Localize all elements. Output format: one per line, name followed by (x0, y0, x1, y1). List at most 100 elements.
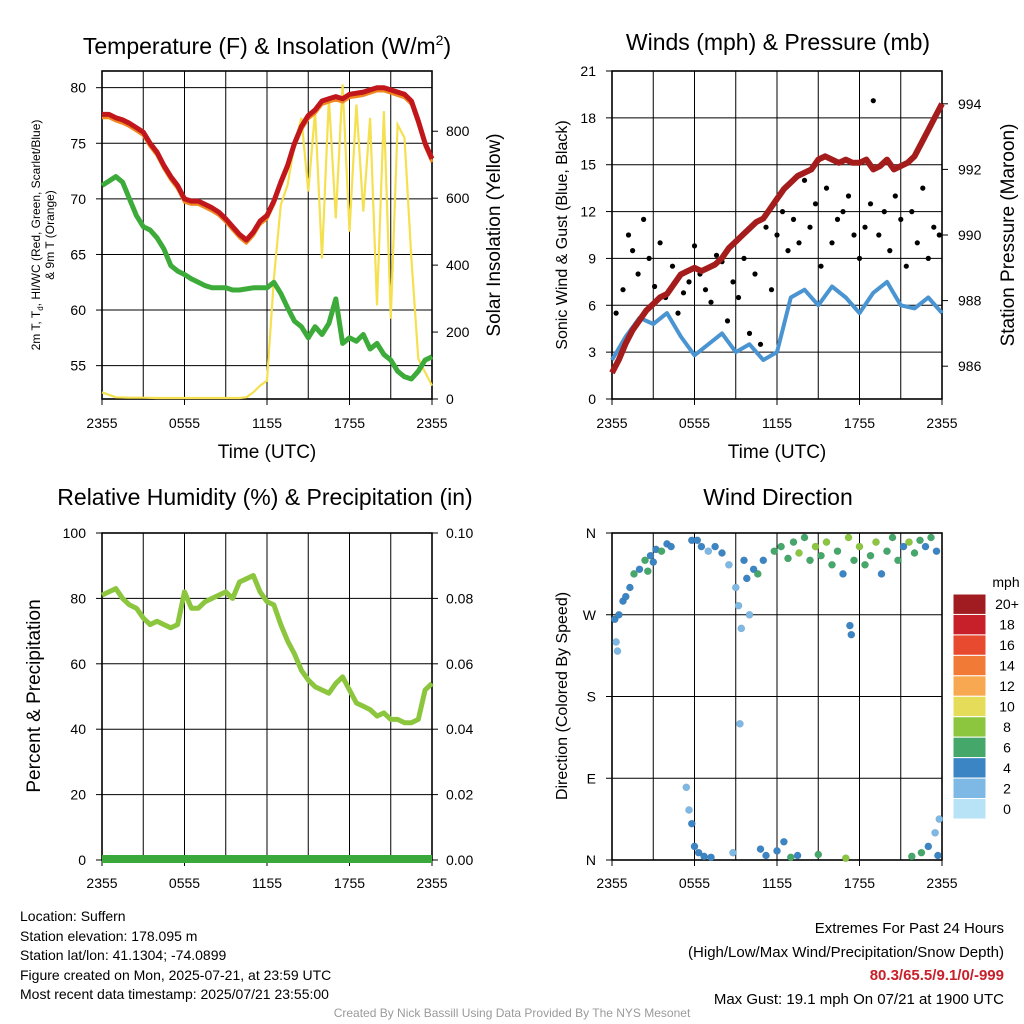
recent-timestamp: Most recent data timestamp: 2025/07/21 2… (20, 986, 329, 1002)
wind-direction-point (725, 560, 733, 569)
colorbar-label: 20+ (995, 596, 1019, 612)
colorbar-swatch (952, 593, 987, 615)
wind-direction-point (641, 556, 649, 565)
y-tick-label: 18 (580, 110, 596, 126)
y2-tick-label: 0.10 (446, 525, 473, 541)
gust-point (768, 287, 775, 293)
wind-direction-point (910, 549, 919, 557)
y2-tick-label: 0 (446, 391, 454, 407)
gust-point (625, 232, 632, 238)
colorbar-title: mph (992, 574, 1019, 590)
y2-tick-label: 800 (446, 123, 470, 139)
wind-direction-point (613, 647, 622, 655)
y-tick-label: 20 (70, 787, 86, 803)
wind-direction-point (935, 815, 944, 823)
colorbar-swatch (952, 613, 987, 636)
wind-direction-point (921, 542, 930, 551)
gust-point (796, 240, 802, 246)
x-tick-label: 1155 (252, 875, 282, 891)
gust-point (790, 216, 797, 222)
station-elevation: Station elevation: 178.095 m (20, 927, 198, 944)
gust-point (746, 330, 753, 336)
credit-line: Created By Nick Bassill Using Data Provi… (333, 1006, 691, 1020)
wind-direction-point (917, 848, 926, 857)
y2-tick-label: 990 (958, 227, 982, 243)
gust-point (752, 271, 758, 277)
wind-direction-point (833, 547, 842, 556)
gust-point (812, 201, 819, 207)
y2-tick-label: 986 (958, 358, 982, 374)
pressure-line (609, 102, 945, 375)
wind-direction-point (756, 845, 765, 853)
colorbar-label: 4 (1003, 760, 1011, 776)
wind-direction-point (850, 556, 858, 565)
gust-point (898, 216, 904, 222)
wind-direction-point (700, 852, 708, 861)
gust-point (807, 224, 813, 230)
wind-direction-point (630, 570, 638, 578)
wind-direction-point (643, 567, 652, 576)
gust-point (936, 232, 942, 238)
y-axis-label: Percent & Precipitation (24, 599, 45, 792)
wind-direction-point (734, 601, 743, 610)
gust-point (892, 193, 898, 199)
gust-point (702, 287, 709, 293)
wind-direction-point (817, 551, 825, 560)
wind-direction-point (777, 542, 785, 551)
wind-direction-point (731, 583, 740, 592)
extremes-heading: Extremes For Past 24 Hours (814, 920, 1004, 937)
gust-point (881, 209, 887, 215)
y2-tick-label: 988 (958, 293, 982, 309)
wind-direction-point (795, 549, 803, 557)
wind-direction-point (773, 847, 781, 855)
wind-direction-point (753, 570, 762, 578)
gust-point (646, 255, 652, 261)
extremes-values: 80.3/65.5/9.1/0/-999 (869, 967, 1004, 984)
wind-direction-point (759, 556, 768, 565)
station-info: Location: Suffern Station elevation: 178… (20, 907, 331, 1005)
gust-point (862, 224, 868, 230)
gust-point (785, 248, 791, 254)
ylabel-subscript: d (36, 306, 45, 310)
x-tick-label: 0555 (169, 875, 200, 891)
x-tick-label: 0555 (679, 415, 710, 431)
colorbar-label: 6 (1003, 739, 1011, 755)
temperature-line (102, 85, 435, 243)
gust-point (870, 98, 876, 104)
wind-direction-point (822, 538, 831, 546)
x-tick-label: 1755 (844, 415, 875, 431)
y2-tick-label: 400 (446, 257, 470, 273)
x-tick-label: 0555 (169, 415, 200, 431)
panel-title: Relative Humidity (%) & Precipitation (i… (57, 484, 472, 510)
x-tick-label: 1155 (762, 415, 792, 431)
colorbar-label: 14 (999, 658, 1015, 674)
y-tick-label: E (587, 770, 596, 786)
wind-direction-point (736, 719, 744, 728)
wind-direction-point (811, 542, 820, 551)
wind-direction-point (883, 547, 891, 556)
panel-title: Winds (mph) & Pressure (mb) (626, 29, 930, 55)
y-tick-label: 9 (588, 250, 596, 266)
wind-direction-point (612, 638, 620, 646)
y2-tick-label: 600 (446, 190, 470, 206)
title-text: Temperature (F) & Insolation (W/m (83, 33, 436, 59)
gust-point (818, 263, 824, 269)
gust-point (925, 255, 931, 261)
wind-direction-point (844, 533, 853, 542)
wind-direction-point (814, 850, 823, 859)
y2-tick-label: 200 (446, 324, 470, 340)
wind-direction-point (667, 542, 675, 551)
gust-point (620, 287, 626, 293)
wind-direction-point (704, 547, 713, 556)
x-tick-label: 1155 (252, 415, 282, 431)
colorbar-swatch (952, 798, 987, 820)
wind-direction-point (770, 547, 779, 556)
wind-direction-point (649, 558, 658, 566)
ylabel-part: 2m T, T (29, 310, 43, 350)
y-tick-label: 0 (78, 852, 86, 868)
wind-direction-point (931, 828, 939, 837)
gust-point (652, 283, 658, 290)
y-tick-label: N (586, 852, 596, 868)
